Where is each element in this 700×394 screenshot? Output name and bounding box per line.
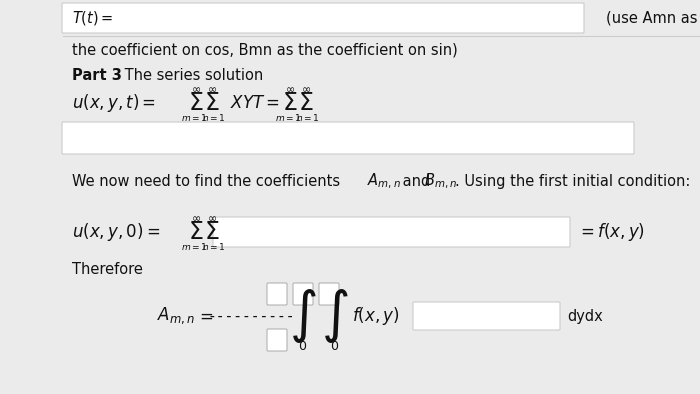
Text: $XYT =$: $XYT =$ xyxy=(230,95,280,112)
Text: $\int$: $\int$ xyxy=(289,287,317,345)
Text: Part 3: Part 3 xyxy=(72,67,122,82)
Text: $u(x, y, t) =$: $u(x, y, t) =$ xyxy=(72,92,156,114)
Text: $A_{m,n}$: $A_{m,n}$ xyxy=(157,306,195,326)
Text: the coefficient on cos, Bmn as the coefficient on sin): the coefficient on cos, Bmn as the coeff… xyxy=(72,43,458,58)
Text: $\Sigma$: $\Sigma$ xyxy=(298,91,314,115)
Text: Therefore: Therefore xyxy=(72,262,143,277)
Text: $n{=}1$: $n{=}1$ xyxy=(202,112,226,123)
Text: The series solution: The series solution xyxy=(120,67,263,82)
Text: $u(x, y, 0) =$: $u(x, y, 0) =$ xyxy=(72,221,160,243)
Text: $\infty$: $\infty$ xyxy=(191,84,201,94)
Text: $\infty$: $\infty$ xyxy=(285,84,295,94)
Text: and: and xyxy=(398,173,435,188)
FancyBboxPatch shape xyxy=(213,217,570,247)
Text: $\infty$: $\infty$ xyxy=(207,84,217,94)
FancyBboxPatch shape xyxy=(413,302,560,330)
Text: $f(x, y)$: $f(x, y)$ xyxy=(352,305,400,327)
Text: (use Amn as: (use Amn as xyxy=(606,11,697,26)
Text: We now need to find the coefficients: We now need to find the coefficients xyxy=(72,173,344,188)
Text: $= f(x, y)$: $= f(x, y)$ xyxy=(577,221,645,243)
FancyBboxPatch shape xyxy=(267,329,287,351)
FancyBboxPatch shape xyxy=(62,3,584,33)
Text: $\Sigma$: $\Sigma$ xyxy=(188,221,204,243)
Text: $\infty$: $\infty$ xyxy=(301,84,311,94)
FancyBboxPatch shape xyxy=(62,122,634,154)
Text: $\Sigma$: $\Sigma$ xyxy=(204,91,220,115)
Text: $n{=}1$: $n{=}1$ xyxy=(202,240,226,251)
Text: $\int$: $\int$ xyxy=(321,287,349,345)
Text: $B_{m,n}$: $B_{m,n}$ xyxy=(424,171,457,191)
Text: $m{=}1$: $m{=}1$ xyxy=(181,240,207,251)
Text: . Using the first initial condition:: . Using the first initial condition: xyxy=(455,173,690,188)
Text: $T(t) =$: $T(t) =$ xyxy=(72,9,113,27)
Text: $m{=}1$: $m{=}1$ xyxy=(181,112,207,123)
Text: $\infty$: $\infty$ xyxy=(191,213,201,223)
Text: $0$: $0$ xyxy=(298,340,307,353)
Text: dydx: dydx xyxy=(567,309,603,323)
Text: $0$: $0$ xyxy=(330,340,340,353)
Text: $\Sigma$: $\Sigma$ xyxy=(282,91,298,115)
FancyBboxPatch shape xyxy=(293,283,313,305)
FancyBboxPatch shape xyxy=(267,283,287,305)
FancyBboxPatch shape xyxy=(319,283,339,305)
Text: ----------: ---------- xyxy=(208,309,295,323)
Text: $\Sigma$: $\Sigma$ xyxy=(188,91,204,115)
Text: $\Sigma$: $\Sigma$ xyxy=(204,221,220,243)
Text: $A_{m,n}$: $A_{m,n}$ xyxy=(367,171,401,191)
Text: $=$: $=$ xyxy=(196,307,214,325)
Text: $m{=}1$: $m{=}1$ xyxy=(274,112,302,123)
Text: $\infty$: $\infty$ xyxy=(207,213,217,223)
Text: $n{=}1$: $n{=}1$ xyxy=(296,112,320,123)
